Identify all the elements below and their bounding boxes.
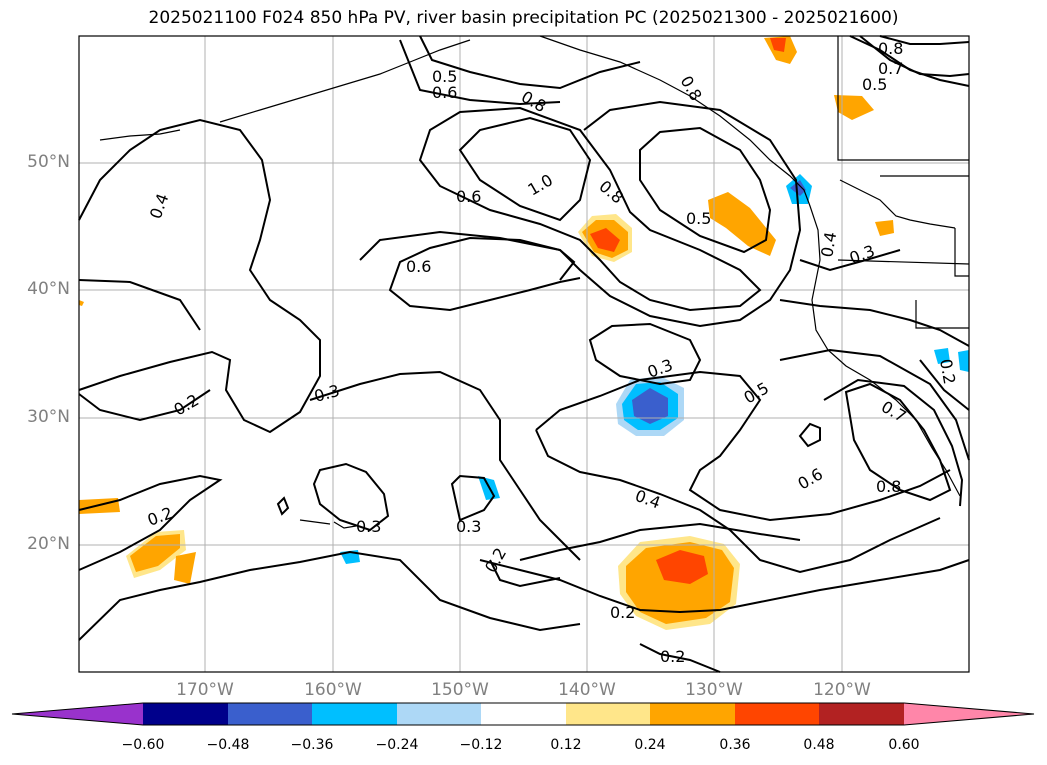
colorbar-tick-label: −0.48 — [206, 737, 250, 753]
lat-label: 40°N — [27, 279, 70, 299]
colorbar-tick-label: 0.12 — [550, 737, 582, 753]
colorbar-bin — [819, 703, 904, 725]
precip-shading — [79, 36, 969, 630]
contour-label: 0.6 — [406, 257, 431, 276]
lat-label: 50°N — [27, 152, 70, 172]
colorbar-tick-label: 0.48 — [803, 737, 835, 753]
lon-label: 150°W — [431, 680, 489, 700]
colorbar-tick-label: −0.24 — [375, 737, 419, 753]
contour-label: 0.2 — [660, 647, 685, 666]
colorbar-bin — [228, 703, 312, 725]
contour-label: 0.5 — [862, 75, 887, 94]
colorbar-bin — [481, 703, 566, 725]
lon-label: 170°W — [176, 680, 234, 700]
colorbar-tick-label: −0.36 — [290, 737, 334, 753]
colorbar-tick-label: 0.24 — [634, 737, 666, 753]
contour-label: 0.7 — [878, 59, 903, 78]
colorbar-tick-label: −0.60 — [121, 737, 165, 753]
colorbar-bin — [397, 703, 481, 725]
contour-label: 0.3 — [456, 517, 481, 536]
map-title: 2025021100 F024 850 hPa PV, river basin … — [148, 8, 899, 28]
colorbar-bin — [566, 703, 650, 725]
colorbar-bin — [312, 703, 397, 725]
contour-label: 0.8 — [876, 477, 901, 496]
colorbar-tick-label: 0.36 — [719, 737, 751, 753]
coastlines — [99, 35, 970, 529]
pv-contours — [78, 35, 970, 673]
colorbar-tick-label: −0.12 — [459, 737, 503, 753]
lat-label: 20°N — [27, 534, 70, 554]
contour-label: 0.6 — [456, 187, 481, 206]
lon-label: 130°W — [685, 680, 743, 700]
contour-label: 0.2 — [936, 357, 959, 385]
contour-label: 0.6 — [432, 83, 457, 102]
lat-label: 30°N — [27, 407, 70, 427]
lon-label: 140°W — [558, 680, 616, 700]
lon-label: 120°W — [813, 680, 871, 700]
colorbar-bin — [735, 703, 819, 725]
colorbar — [11, 702, 1035, 726]
colorbar-bin — [650, 703, 735, 725]
map-plot-area: 0.5 0.6 0.8 0.8 0.7 0.5 0.8 1.0 0.6 0.8 … — [78, 35, 970, 673]
contour-label: 0.5 — [686, 209, 711, 228]
contour-label: 0.4 — [817, 230, 840, 258]
contour-label: 0.8 — [878, 39, 903, 58]
contour-label: 0.3 — [356, 517, 381, 536]
lon-label: 160°W — [304, 680, 362, 700]
colorbar-low-extend — [12, 703, 143, 725]
contour-label: 0.2 — [610, 603, 635, 622]
colorbar-high-extend — [904, 703, 1034, 725]
contour-label: 0.5 — [432, 67, 457, 86]
colorbar-bin — [143, 703, 228, 725]
plot-frame — [78, 35, 970, 673]
colorbar-tick-label: 0.60 — [888, 737, 920, 753]
